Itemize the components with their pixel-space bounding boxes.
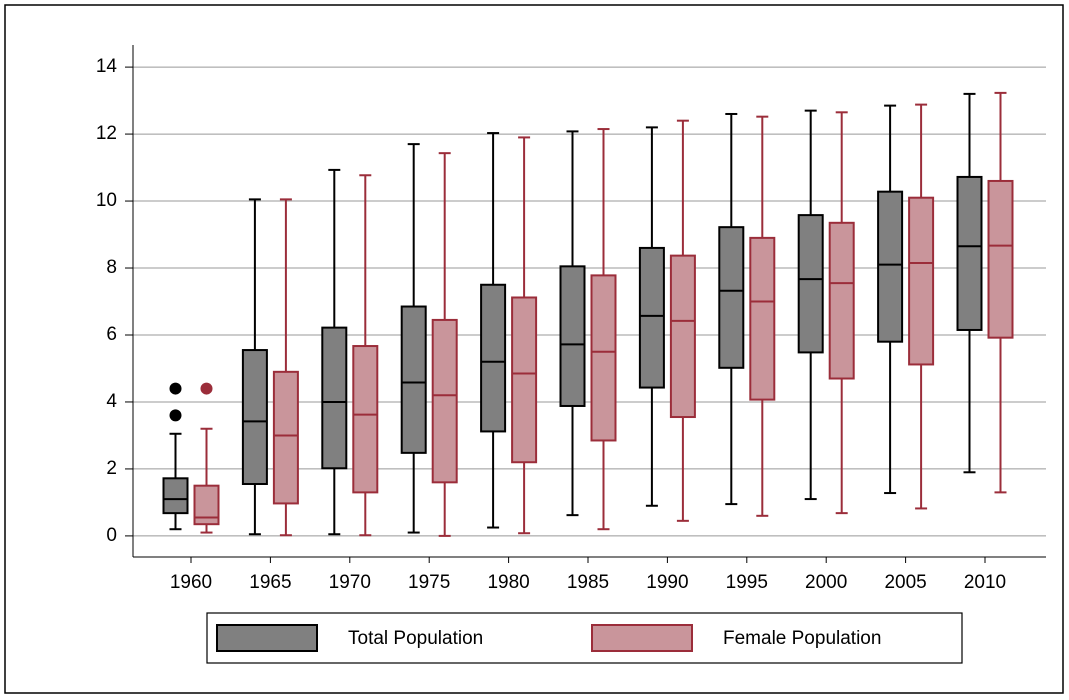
box bbox=[908, 196, 935, 366]
box bbox=[590, 274, 617, 442]
x-tick-label: 1960 bbox=[170, 572, 212, 593]
y-tick-label: 8 bbox=[106, 257, 117, 278]
box bbox=[749, 236, 776, 401]
y-tick-label: 12 bbox=[96, 123, 117, 144]
y-tick-label: 2 bbox=[106, 458, 117, 479]
x-tick-label: 1985 bbox=[567, 572, 609, 593]
box bbox=[987, 179, 1014, 339]
box bbox=[669, 254, 696, 419]
box bbox=[400, 305, 427, 454]
box bbox=[241, 349, 268, 486]
box bbox=[321, 326, 348, 470]
outlier bbox=[169, 382, 182, 395]
x-tick-label: 1965 bbox=[249, 572, 291, 593]
legend-swatch bbox=[216, 624, 318, 652]
x-tick-label: 1990 bbox=[646, 572, 688, 593]
outlier bbox=[200, 382, 213, 395]
box bbox=[162, 477, 189, 515]
x-tick-label: 1995 bbox=[726, 572, 768, 593]
box bbox=[718, 226, 745, 369]
x-tick-label: 1980 bbox=[487, 572, 529, 593]
box bbox=[797, 214, 824, 354]
x-tick-label: 1975 bbox=[408, 572, 450, 593]
y-tick-label: 0 bbox=[106, 525, 117, 546]
x-tick-label: 2005 bbox=[884, 572, 926, 593]
legend-swatch bbox=[591, 624, 693, 652]
box bbox=[877, 190, 904, 343]
y-tick-label: 4 bbox=[106, 391, 117, 412]
box bbox=[828, 221, 855, 380]
box bbox=[352, 345, 379, 494]
box bbox=[559, 265, 586, 407]
legend-label: Female Population bbox=[723, 628, 881, 649]
box bbox=[272, 370, 299, 505]
outlier bbox=[169, 409, 182, 422]
box bbox=[638, 246, 665, 389]
legend-label: Total Population bbox=[348, 628, 483, 649]
y-tick-label: 6 bbox=[106, 324, 117, 345]
box bbox=[956, 175, 983, 331]
x-tick-label: 2000 bbox=[805, 572, 847, 593]
y-tick-label: 10 bbox=[96, 190, 117, 211]
box bbox=[431, 318, 458, 484]
x-tick-label: 2010 bbox=[964, 572, 1006, 593]
box bbox=[511, 296, 538, 464]
box bbox=[480, 283, 507, 433]
legend-box bbox=[206, 612, 963, 664]
y-tick-label: 14 bbox=[96, 56, 118, 77]
x-tick-label: 1970 bbox=[329, 572, 371, 593]
